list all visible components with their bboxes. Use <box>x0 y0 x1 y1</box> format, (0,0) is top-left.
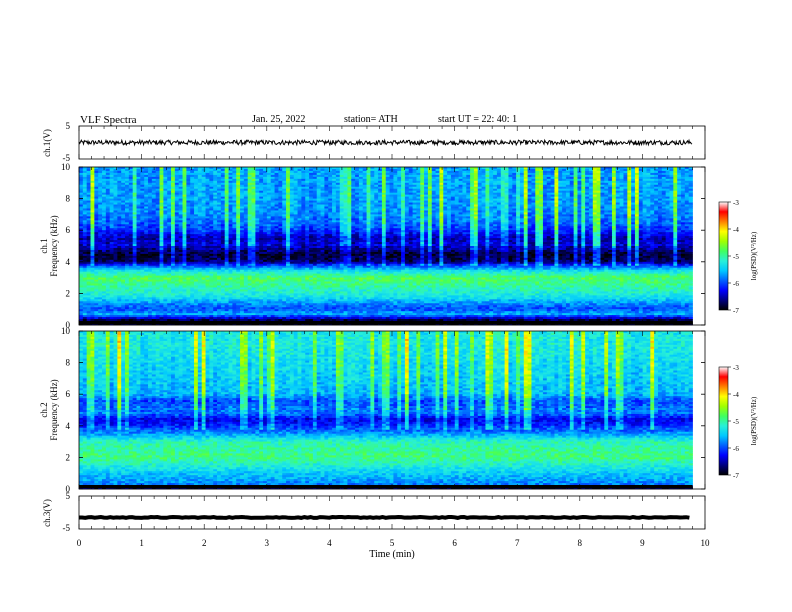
ch1-ytick-top: 5 <box>66 121 71 131</box>
ch1-waveform-trace <box>79 140 692 145</box>
ch1-waveform-ylabel: ch.1(V) <box>42 129 52 157</box>
ch1-spectrogram-image <box>79 167 693 325</box>
ch1-waveform-panel: 5 -5 ch.1(V) <box>42 121 705 163</box>
